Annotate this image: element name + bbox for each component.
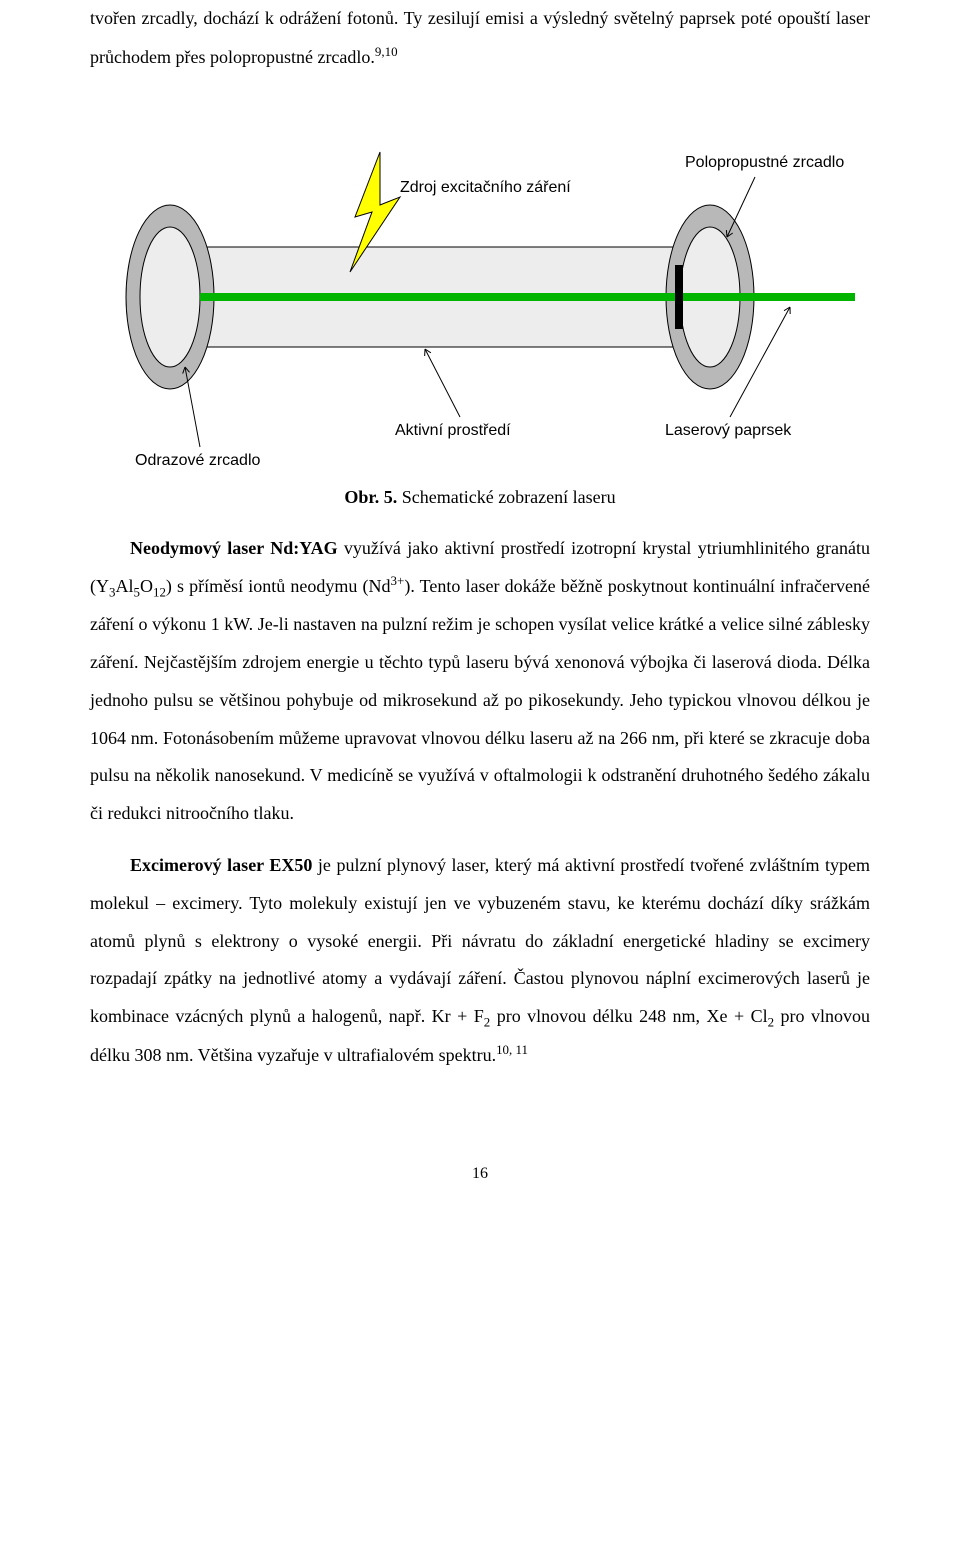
t: O xyxy=(140,576,153,596)
svg-text:Zdroj excitačního záření: Zdroj excitačního záření xyxy=(400,179,571,196)
svg-text:Laserový paprsek: Laserový paprsek xyxy=(665,422,792,439)
figure-caption: Obr. 5. Schematické zobrazení laseru xyxy=(90,487,870,508)
t: 12 xyxy=(153,585,166,600)
svg-text:Polopropustné zrcadlo: Polopropustné zrcadlo xyxy=(685,154,844,171)
t: 3+ xyxy=(391,573,405,588)
page: tvořen zrcadly, dochází k odrážení foton… xyxy=(0,0,960,1243)
excimer-paragraph: Excimerový laser EX50 je pulzní plynový … xyxy=(90,847,870,1075)
intro-paragraph: tvořen zrcadly, dochází k odrážení foton… xyxy=(90,0,870,77)
svg-text:Odrazové zrcadlo: Odrazové zrcadlo xyxy=(135,452,260,469)
t: je pulzní plynový laser, který má aktivn… xyxy=(90,855,870,1026)
t: ) s příměsí iontů neodymu (Nd xyxy=(166,576,391,596)
excimer-title: Excimerový laser EX50 xyxy=(130,855,312,875)
t: pro vlnovou délku 248 nm, Xe + Cl xyxy=(490,1006,767,1026)
t: Al xyxy=(115,576,133,596)
laser-schematic-figure: Zdroj excitačního záření Polopropustné zr… xyxy=(90,107,870,477)
excimer-ref: 10, 11 xyxy=(496,1042,528,1057)
ndyag-title: Neodymový laser Nd:YAG xyxy=(130,538,338,558)
intro-ref: 9,10 xyxy=(375,44,398,59)
svg-text:Aktivní prostředí: Aktivní prostředí xyxy=(395,422,511,439)
intro-text: tvořen zrcadly, dochází k odrážení foton… xyxy=(90,8,870,67)
t: ). Tento laser dokáže běžně poskytnout k… xyxy=(90,576,870,823)
ndyag-paragraph: Neodymový laser Nd:YAG využívá jako akti… xyxy=(90,530,870,833)
caption-text: Schematické zobrazení laseru xyxy=(397,487,615,507)
caption-prefix: Obr. 5. xyxy=(344,487,397,507)
page-number: 16 xyxy=(90,1165,870,1183)
